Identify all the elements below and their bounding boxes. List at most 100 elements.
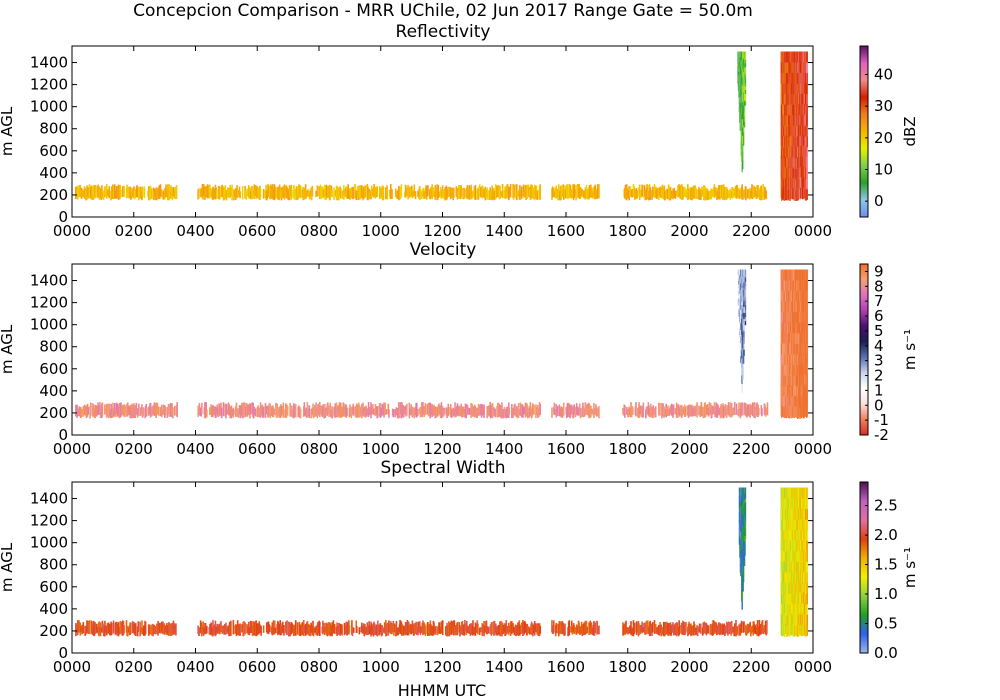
data-cell [438, 403, 440, 415]
data-cell [391, 623, 393, 634]
data-cell [554, 409, 556, 415]
data-cell [736, 626, 739, 635]
data-cell [728, 621, 731, 634]
data-cell [164, 407, 167, 416]
data-cell [413, 184, 416, 197]
data-cell [454, 402, 456, 418]
data-cell [561, 189, 563, 198]
data-cell [358, 627, 361, 635]
y-tick-label: 800 [39, 120, 68, 138]
data-cell [682, 186, 685, 198]
data-cell [665, 189, 668, 199]
data-cell [766, 402, 769, 416]
data-cell [637, 407, 639, 418]
data-cell [741, 101, 744, 111]
data-cell [653, 408, 655, 418]
data-cell [160, 189, 163, 198]
data-cell [348, 624, 351, 633]
data-cell [742, 98, 745, 106]
data-cell [341, 406, 343, 418]
data-cell [351, 627, 354, 637]
data-cell [736, 185, 739, 197]
data-cell [507, 187, 510, 201]
data-cell [739, 74, 742, 81]
data-cell [744, 301, 747, 306]
data-cell [374, 403, 377, 416]
data-cell [386, 623, 388, 633]
data-cell [165, 190, 168, 198]
data-cell [382, 186, 385, 201]
y-axis-label: m AGL [0, 106, 16, 156]
data-cell [739, 119, 742, 126]
data-cell [524, 622, 527, 633]
data-cell [335, 185, 338, 201]
x-tick-label: 1600 [547, 440, 585, 458]
data-cell [743, 559, 746, 567]
data-cell [97, 404, 100, 415]
data-cell [520, 186, 523, 199]
data-cell [269, 404, 272, 419]
data-cell [333, 406, 335, 417]
data-cell [296, 622, 299, 635]
data-layer [75, 269, 808, 419]
data-cell [502, 409, 504, 419]
data-cell [598, 184, 600, 199]
data-cell [741, 330, 743, 341]
data-cell [273, 185, 276, 201]
data-cell [738, 290, 740, 296]
y-tick-label: 0 [58, 426, 68, 444]
data-cell [398, 402, 401, 418]
data-cell [122, 404, 124, 416]
data-cell [223, 187, 225, 201]
data-cell [744, 491, 747, 496]
data-cell [275, 190, 278, 199]
data-cell [394, 409, 396, 418]
data-cell [670, 190, 673, 199]
y-tick-label: 1400 [30, 272, 68, 290]
data-cell [744, 316, 747, 322]
data-cell [307, 189, 310, 198]
data-cell [806, 374, 808, 386]
data-cell [579, 186, 582, 199]
data-cell [476, 407, 479, 418]
data-cell [478, 627, 481, 635]
colorbar-tick-label: 10 [874, 161, 893, 179]
data-cell [738, 280, 740, 285]
data-cell [135, 402, 138, 415]
data-cell [761, 620, 764, 634]
data-cell [386, 185, 388, 200]
data-cell [741, 522, 743, 532]
data-cell [742, 91, 745, 99]
data-cell [503, 406, 506, 419]
data-cell [744, 540, 746, 547]
data-cell [681, 408, 684, 417]
data-cell [744, 273, 747, 278]
data-cell [560, 406, 563, 418]
colorbar-tick-label: 8 [874, 277, 884, 295]
data-cell [477, 623, 479, 635]
data-cell [156, 188, 159, 197]
data-cell [712, 620, 714, 636]
data-cell [319, 401, 321, 418]
data-cell [228, 187, 230, 198]
data-cell [741, 539, 743, 549]
data-cell [636, 190, 638, 199]
data-cell [175, 623, 177, 636]
data-cell [331, 190, 333, 198]
data-cell [743, 281, 745, 289]
data-cell [283, 184, 286, 200]
data-cell [339, 623, 342, 634]
data-cell [273, 620, 276, 635]
x-tick-label: 0000 [794, 440, 832, 458]
data-cell [485, 189, 487, 198]
data-cell [739, 102, 742, 109]
data-cell [373, 408, 375, 416]
data-cell [241, 624, 243, 633]
data-cell [310, 408, 312, 419]
data-cell [270, 406, 273, 417]
data-cell [176, 402, 178, 418]
data-cell [742, 583, 744, 592]
data-cell [415, 402, 418, 418]
data-cell [294, 620, 297, 636]
y-tick-label: 1200 [30, 76, 68, 94]
